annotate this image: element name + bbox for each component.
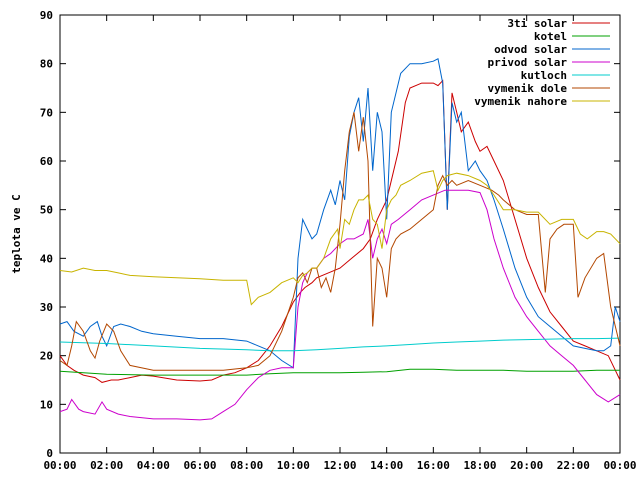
series-line-vymenik-nahore xyxy=(59,170,621,306)
x-tick-label: 04:00 xyxy=(137,459,170,472)
x-tick-label: 18:00 xyxy=(463,459,496,472)
legend-label: vymenik nahore xyxy=(474,95,567,108)
y-tick-label: 90 xyxy=(40,9,53,22)
y-axis-title: teplota ve C xyxy=(10,194,23,273)
y-tick-label: 50 xyxy=(40,204,53,217)
y-tick-label: 60 xyxy=(40,155,53,168)
legend-label: odvod solar xyxy=(494,43,567,56)
x-tick-label: 00:00 xyxy=(603,459,636,472)
series-lines xyxy=(59,58,621,421)
y-tick-label: 70 xyxy=(40,106,53,119)
axis-ticks: 0 10 20 30 40 50 60 70 80 90 00:00 02:00 04:00 06:00 0… xyxy=(40,9,637,472)
y-tick-label: 30 xyxy=(40,301,53,314)
series-line-3ti-solar xyxy=(59,79,621,383)
legend-label: kotel xyxy=(534,30,567,43)
y-tick-label: 0 xyxy=(46,447,53,460)
series-line-privod-solar xyxy=(59,189,621,421)
x-tick-label: 22:00 xyxy=(557,459,590,472)
x-tick-label: 14:00 xyxy=(370,459,403,472)
x-tick-label: 06:00 xyxy=(183,459,216,472)
y-tick-label: 40 xyxy=(40,252,53,265)
series-line-odvod-solar xyxy=(59,58,621,369)
legend-label: kutloch xyxy=(521,69,567,82)
y-tick-label: 10 xyxy=(40,398,53,411)
series-line-kotel xyxy=(59,368,620,376)
legend-label: privod solar xyxy=(488,56,568,69)
series-line-vymenik-dole xyxy=(59,112,621,371)
x-tick-label: 12:00 xyxy=(323,459,356,472)
y-tick-label: 80 xyxy=(40,58,53,71)
legend-label: 3ti solar xyxy=(507,17,567,30)
x-tick-label: 00:00 xyxy=(43,459,76,472)
y-tick-label: 20 xyxy=(40,350,53,363)
x-tick-label: 16:00 xyxy=(417,459,450,472)
legend-label: vymenik dole xyxy=(488,82,568,95)
series-line-kutloch xyxy=(59,337,621,352)
x-tick-label: 20:00 xyxy=(510,459,543,472)
x-tick-label: 08:00 xyxy=(230,459,263,472)
x-tick-label: 10:00 xyxy=(277,459,310,472)
x-tick-label: 02:00 xyxy=(90,459,123,472)
